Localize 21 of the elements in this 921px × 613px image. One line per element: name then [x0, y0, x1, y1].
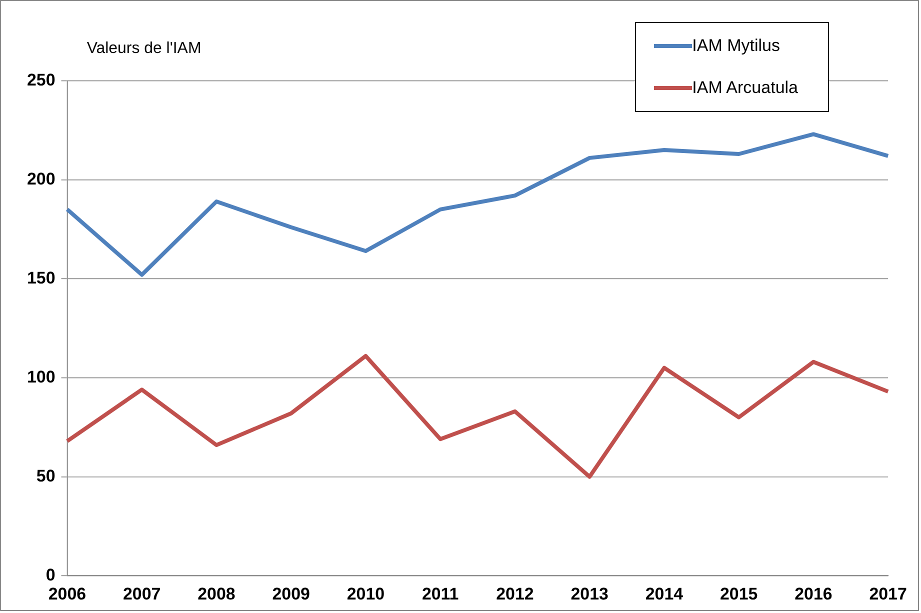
- x-tick-label: 2010: [346, 584, 385, 604]
- y-tick-label: 0: [46, 565, 56, 584]
- x-tick-label: 2013: [570, 584, 608, 604]
- y-tick-label: 100: [26, 367, 56, 386]
- x-tick-label: 2006: [48, 584, 86, 604]
- x-tick-label: 2012: [496, 584, 534, 604]
- y-tick-label: 150: [26, 268, 56, 288]
- y-axis-title: Valeurs de l'IAM: [86, 40, 202, 57]
- x-tick-label: 2009: [272, 584, 310, 604]
- legend-label: IAM Mytilus: [692, 36, 780, 56]
- x-tick-label: 2015: [720, 584, 758, 604]
- x-tick-label: 2014: [645, 584, 684, 604]
- x-tick-label: 2011: [422, 584, 459, 604]
- legend-label: IAM Arcuatula: [692, 78, 798, 98]
- y-tick-label: 200: [26, 169, 56, 188]
- y-tick-label: 250: [26, 70, 56, 90]
- y-tick-label: 50: [36, 466, 56, 486]
- x-tick-label: 2008: [198, 584, 236, 604]
- x-tick-label: 2016: [794, 584, 832, 604]
- x-tick-label: 2007: [122, 584, 161, 604]
- x-tick-label: 2017: [869, 584, 907, 604]
